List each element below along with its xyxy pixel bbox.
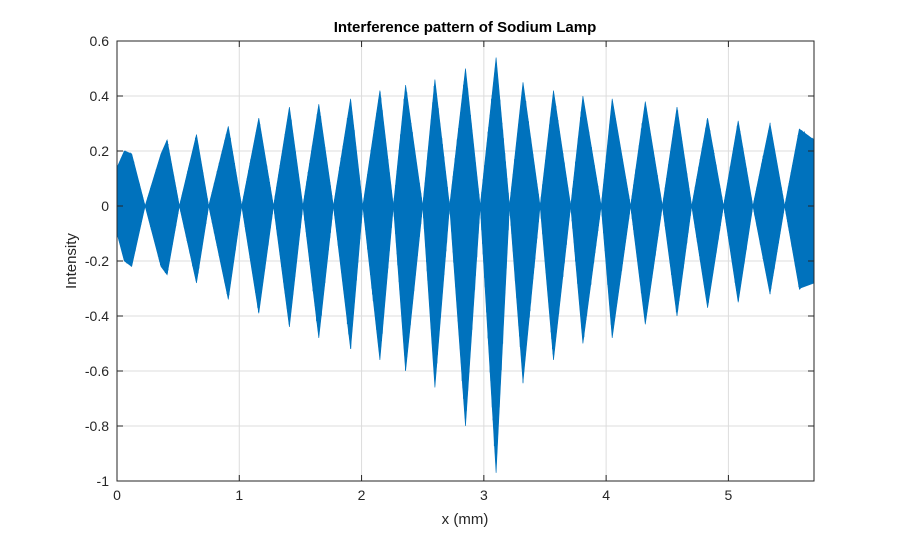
x-tick-label: 2 <box>358 487 366 503</box>
chart-title: Interference pattern of Sodium Lamp <box>334 19 597 36</box>
x-tick-label: 5 <box>725 487 733 503</box>
x-tick-label: 3 <box>480 487 488 503</box>
y-tick-label: 0 <box>101 198 109 214</box>
y-tick-label: 0.2 <box>90 143 110 159</box>
y-tick-label: -0.2 <box>85 253 109 269</box>
signal-line <box>117 67 814 457</box>
y-tick-label: -0.6 <box>85 363 109 379</box>
y-tick-labels: 0.6 0.4 0.2 0 -0.2 -0.4 -0.6 -0.8 -1 <box>85 33 109 489</box>
x-tick-labels: 0 1 2 3 4 5 <box>113 487 732 503</box>
x-tick-label: 1 <box>235 487 243 503</box>
series-group <box>117 57 814 473</box>
y-tick-label: 0.4 <box>90 88 110 104</box>
x-tick-label: 0 <box>113 487 121 503</box>
y-tick-label: -0.8 <box>85 418 109 434</box>
y-tick-label: -1 <box>97 473 110 489</box>
y-tick-label: -0.4 <box>85 308 109 324</box>
y-tick-label: 0.6 <box>90 33 110 49</box>
y-axis-label: Intensity <box>63 233 80 289</box>
axis-ticks <box>116 40 814 482</box>
x-axis-label: x (mm) <box>442 511 489 528</box>
x-tick-label: 4 <box>602 487 610 503</box>
